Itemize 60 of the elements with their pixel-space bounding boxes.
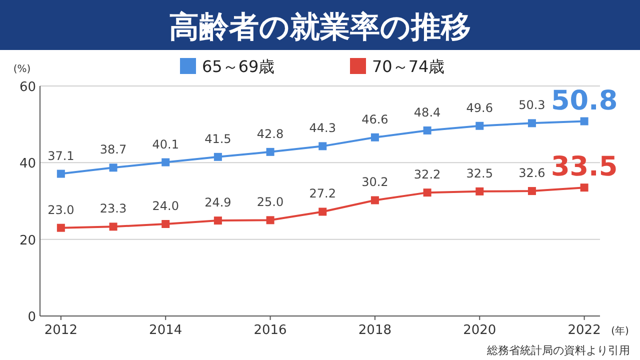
point — [214, 152, 222, 161]
x-tick-label: 2018 — [358, 323, 392, 338]
data-label: 25.0 — [256, 195, 284, 210]
data-label: 24.9 — [204, 196, 232, 210]
x-tick-label: 2020 — [463, 323, 496, 338]
data-label: 30.2 — [362, 175, 388, 190]
text: 総務省統計局の資料より引用 — [486, 344, 630, 357]
point — [214, 216, 222, 225]
point — [423, 126, 432, 134]
data-label: 42.8 — [256, 126, 284, 141]
data-label: 32.6 — [518, 166, 546, 180]
data-label: 46.6 — [362, 112, 388, 126]
y-axis-title: (%) — [13, 64, 31, 75]
data-label: 40.1 — [152, 137, 179, 152]
data-label: 50.3 — [518, 98, 546, 112]
data-label: 50.8 — [550, 85, 618, 116]
data-label: 41.5 — [204, 132, 232, 146]
x-tick-label: 2022 — [568, 323, 601, 338]
legend-label: 70～74歳 — [372, 57, 445, 76]
point — [162, 158, 170, 166]
point — [580, 184, 588, 192]
data-label: 44.3 — [309, 121, 336, 136]
point — [528, 119, 536, 128]
point — [266, 148, 274, 156]
point — [423, 188, 432, 197]
data-label: 33.5 — [550, 152, 618, 183]
data-label: 23.3 — [100, 202, 127, 216]
data-label: 37.1 — [48, 148, 74, 163]
data-label: 32.2 — [414, 168, 441, 182]
point — [580, 117, 588, 126]
point — [266, 216, 274, 224]
point — [318, 208, 327, 216]
chart-title: 高齢者の就業率の推移 — [169, 10, 471, 45]
point — [109, 222, 118, 231]
data-label: 32.5 — [466, 166, 493, 180]
x-tick-label: 2014 — [149, 323, 182, 338]
point — [318, 142, 327, 150]
point — [528, 187, 536, 196]
data-label: 48.4 — [414, 105, 441, 120]
point — [56, 224, 65, 232]
data-label: 23.0 — [48, 202, 74, 217]
point — [109, 164, 118, 172]
point — [162, 220, 170, 228]
legend-label: 65～69歳 — [202, 57, 275, 76]
point — [476, 122, 484, 130]
data-label: 24.0 — [152, 199, 179, 213]
x-tick-label: 2016 — [254, 323, 287, 338]
y-tick-label: 0 — [28, 310, 36, 325]
point — [56, 170, 65, 178]
y-tick-label: 60 — [19, 80, 36, 95]
x-tick-label: 2012 — [44, 323, 78, 338]
x-axis-title: (年) — [611, 325, 629, 337]
y-tick-label: 20 — [19, 233, 36, 248]
y-tick-label: 40 — [19, 156, 36, 172]
data-label: 49.6 — [466, 100, 493, 115]
point — [370, 133, 379, 142]
data-label: 38.7 — [100, 142, 127, 157]
point — [370, 196, 379, 204]
data-label: 27.2 — [309, 186, 336, 201]
point — [476, 187, 484, 196]
